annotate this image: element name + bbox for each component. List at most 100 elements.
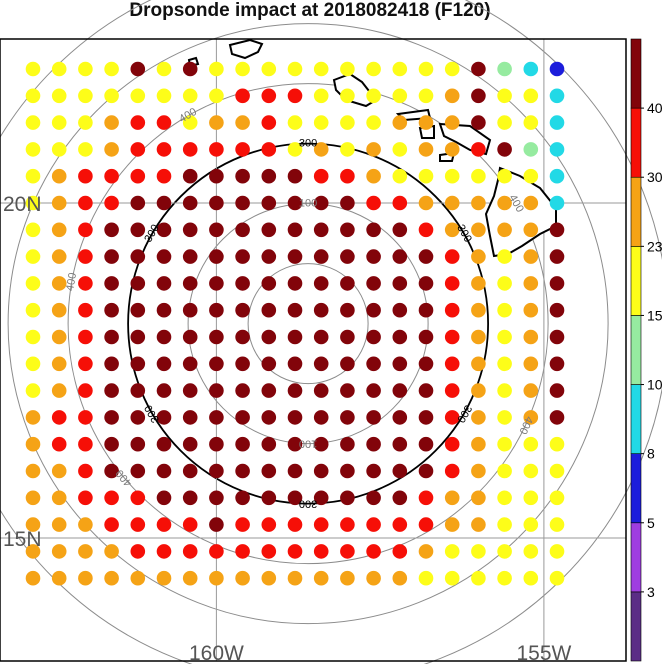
range-ring-label: 300 xyxy=(454,223,474,245)
impact-dot xyxy=(235,490,250,506)
impact-dot xyxy=(130,115,146,130)
impact-dot xyxy=(471,410,486,425)
impact-dot xyxy=(366,490,381,506)
impact-dot xyxy=(182,142,198,157)
impact-dot xyxy=(418,302,434,318)
impact-dot xyxy=(104,383,119,398)
impact-dot xyxy=(156,410,172,425)
impact-dot xyxy=(471,276,486,291)
impact-dot xyxy=(340,517,355,532)
impact-dot xyxy=(287,302,303,318)
impact-dot xyxy=(287,383,303,398)
impact-dot xyxy=(261,115,277,130)
impact-dot xyxy=(261,88,277,104)
impact-dot xyxy=(25,88,41,104)
impact-dot xyxy=(366,276,381,291)
impact-dot xyxy=(209,544,224,559)
impact-dot xyxy=(261,356,277,372)
impact-dot xyxy=(25,168,41,184)
impact-dot xyxy=(497,61,512,77)
impact-dot xyxy=(392,61,408,77)
impact-dot xyxy=(418,517,434,532)
impact-dot xyxy=(444,195,460,211)
impact-dot xyxy=(444,490,460,506)
impact-dot xyxy=(340,490,355,506)
impact-dot xyxy=(182,544,198,559)
impact-dot xyxy=(313,195,329,211)
impact-dot xyxy=(130,222,146,238)
impact-dot xyxy=(392,410,408,425)
impact-dot xyxy=(444,302,460,318)
impact-dot xyxy=(418,544,434,559)
impact-dot xyxy=(78,195,93,211)
impact-dot xyxy=(235,195,250,211)
impact-dot xyxy=(418,61,434,77)
impact-dot xyxy=(25,276,41,291)
impact-dot xyxy=(313,383,329,398)
impact-dot xyxy=(51,222,67,238)
impact-dot xyxy=(235,276,250,291)
impact-dot xyxy=(471,544,486,559)
impact-dot xyxy=(25,383,41,398)
impact-dot xyxy=(78,222,93,238)
impact-dot xyxy=(104,544,119,559)
impact-dot xyxy=(78,463,93,479)
impact-dot xyxy=(51,168,67,184)
range-ring-500 xyxy=(7,23,609,625)
impact-dot xyxy=(156,195,172,211)
impact-dot xyxy=(392,490,408,506)
impact-dot xyxy=(156,383,172,398)
impact-dot xyxy=(392,195,408,211)
impact-dot xyxy=(261,410,277,425)
impact-dot xyxy=(209,168,224,184)
impact-dot xyxy=(182,329,198,345)
impact-dot xyxy=(182,517,198,532)
impact-dot xyxy=(366,195,381,211)
impact-dot xyxy=(78,356,93,372)
impact-dot xyxy=(156,329,172,345)
impact-dot xyxy=(25,115,41,130)
impact-dot xyxy=(261,570,277,586)
impact-dot xyxy=(313,463,329,479)
impact-dot xyxy=(261,61,277,77)
chart-title: Dropsonde impact at 2018082418 (F120) xyxy=(129,0,491,21)
impact-dot xyxy=(78,517,93,532)
impact-dot xyxy=(392,168,408,184)
impact-dot xyxy=(104,222,119,238)
impact-dot xyxy=(51,410,67,425)
impact-dot xyxy=(549,410,565,425)
impact-dot xyxy=(392,276,408,291)
impact-dot xyxy=(497,517,512,532)
impact-dot xyxy=(366,329,381,345)
impact-dot xyxy=(471,356,486,372)
impact-dot xyxy=(51,195,67,211)
impact-dot xyxy=(549,383,565,398)
lat-lon-grid xyxy=(0,39,626,661)
impact-dot xyxy=(235,383,250,398)
impact-dot xyxy=(471,222,486,238)
impact-dot xyxy=(471,249,486,264)
impact-dot xyxy=(182,61,198,77)
impact-dot xyxy=(209,249,224,264)
impact-dot xyxy=(130,61,146,77)
impact-dot xyxy=(497,383,512,398)
impact-dot xyxy=(549,490,565,506)
impact-dot xyxy=(235,168,250,184)
longitude-label: 155W xyxy=(516,642,571,664)
impact-dot xyxy=(182,490,198,506)
impact-dot xyxy=(523,383,539,398)
impact-dot xyxy=(130,168,146,184)
impact-dot xyxy=(261,463,277,479)
impact-dot xyxy=(209,570,224,586)
impact-dot xyxy=(471,142,486,157)
impact-dot xyxy=(182,570,198,586)
impact-dot xyxy=(313,410,329,425)
impact-dot xyxy=(549,356,565,372)
impact-dot xyxy=(471,329,486,345)
impact-dot xyxy=(497,276,512,291)
impact-dot xyxy=(156,302,172,318)
colorbar-label: 10 xyxy=(647,377,662,393)
colorbar-segment xyxy=(630,591,642,662)
impact-dot xyxy=(156,276,172,291)
colorbar-segment xyxy=(630,453,642,524)
